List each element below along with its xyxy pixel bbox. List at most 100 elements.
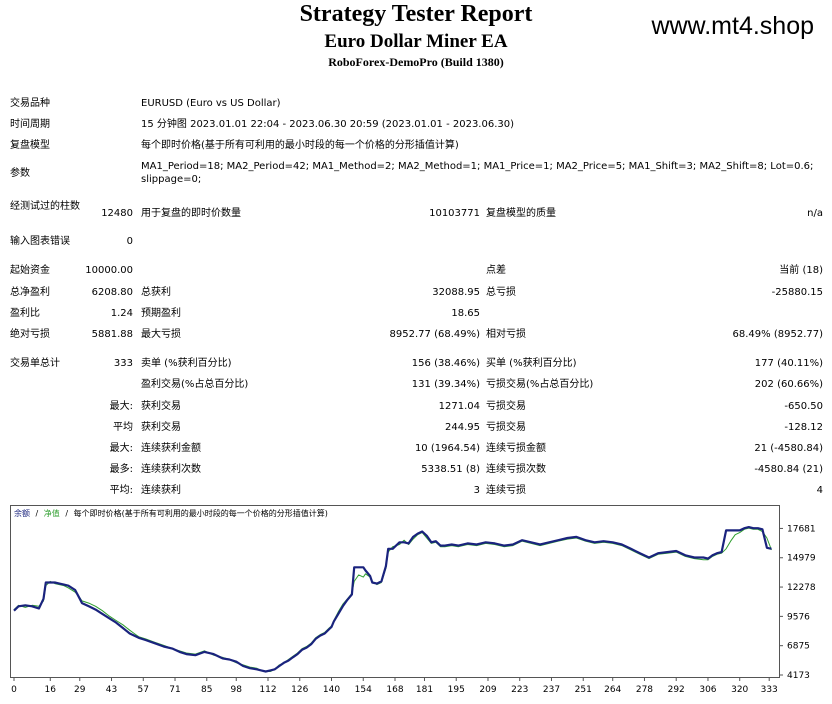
avg-consec-prefix: 平均: xyxy=(109,485,133,496)
x-tick-label: 0 xyxy=(11,685,17,695)
largest-prefix: 最大: xyxy=(109,401,133,412)
x-tick-label: 168 xyxy=(386,685,403,695)
net-profit-value: 6208.80 xyxy=(91,287,133,298)
deposit-value: 10000.00 xyxy=(85,265,133,276)
broker-build: RoboForex-DemoPro (Build 1380) xyxy=(328,55,504,69)
short-trades-value: 156 (38.46%) xyxy=(411,358,480,369)
win-trades-value: 131 (39.34%) xyxy=(411,379,480,390)
x-tick-label: 209 xyxy=(479,685,496,695)
report-title: Strategy Tester Report xyxy=(299,1,533,27)
total-trades-value: 333 xyxy=(113,358,133,369)
avg-consec-loss-label: 连续亏损 xyxy=(486,485,526,496)
win-trades-label: 盈利交易(%占总百分比) xyxy=(141,379,249,390)
x-tick-label: 71 xyxy=(169,685,180,695)
largest-win-value: 1271.04 xyxy=(438,401,480,412)
long-trades-label: 买单 (%获利百分比) xyxy=(486,358,577,369)
average-win-value: 244.95 xyxy=(445,422,480,433)
site-watermark: www.mt4.shop xyxy=(651,12,814,40)
balance-chart: 余额 / 净值 / 每个即时价格(基于所有可利用的最小时段的每一个价格的分形插值… xyxy=(10,505,824,695)
period-value: 15 分钟图 2023.01.01 22:04 - 2023.06.30 20:… xyxy=(141,119,515,130)
avg-consec-win-value: 3 xyxy=(473,485,480,496)
profit-factor-value: 1.24 xyxy=(110,308,133,319)
expected-payoff-value: 18.65 xyxy=(451,308,480,319)
x-tick-label: 195 xyxy=(448,685,465,695)
max-consec-win-value: 10 (1964.54) xyxy=(414,443,480,454)
largest-loss-label: 亏损交易 xyxy=(486,401,526,412)
x-tick-label: 292 xyxy=(668,685,685,695)
x-tick-label: 264 xyxy=(604,685,621,695)
total-trades-label: 交易单总计 xyxy=(10,358,60,369)
x-tick-label: 306 xyxy=(699,685,716,695)
net-profit-label: 总净盈利 xyxy=(10,287,50,298)
avg-consec-loss-value: 4 xyxy=(816,485,823,496)
x-tick-label: 112 xyxy=(259,685,276,695)
x-tick-label: 57 xyxy=(138,685,149,695)
legend-text: 余额 / 净值 / 每个即时价格(基于所有可利用的最小时段的每一个价格的分形插值… xyxy=(14,508,328,518)
symbol-value: EURUSD (Euro vs US Dollar) xyxy=(141,98,281,109)
bars-value: 12480 xyxy=(101,208,133,219)
y-tick-label: 17681 xyxy=(787,524,816,534)
x-tick-label: 126 xyxy=(291,685,308,695)
legend-model: 每个即时价格(基于所有可利用的最小时段的每一个价格的分形插值计算) xyxy=(74,508,328,518)
bars-label: 经测试过的柱数 xyxy=(10,201,80,212)
ticks-value: 10103771 xyxy=(429,208,480,219)
rel-drawdown-value: 68.49% (8952.77) xyxy=(732,329,823,340)
gross-loss-label: 总亏损 xyxy=(486,287,516,298)
max-consec-loss-count-label: 连续亏损次数 xyxy=(486,464,546,475)
balance-chart-svg: 余额 / 净值 / 每个即时价格(基于所有可利用的最小时段的每一个价格的分形插值… xyxy=(10,505,816,695)
errors-value: 0 xyxy=(126,236,133,247)
y-tick-label: 14979 xyxy=(787,554,816,564)
long-trades-value: 177 (40.11%) xyxy=(754,358,823,369)
expected-payoff-label: 预期盈利 xyxy=(141,308,181,319)
max-consec-profit-value: 5338.51 (8) xyxy=(421,464,480,475)
x-tick-label: 237 xyxy=(543,685,560,695)
max-consec-loss-count-value: -4580.84 (21) xyxy=(754,464,823,475)
gross-profit-label: 总获利 xyxy=(141,287,171,298)
max-drawdown-label: 最大亏损 xyxy=(141,329,181,340)
max-drawdown-value: 8952.77 (68.49%) xyxy=(389,329,480,340)
max-consec-loss-value: 21 (-4580.84) xyxy=(754,443,823,454)
errors-label: 输入图表错误 xyxy=(10,236,70,247)
max-consec-prefix: 最大: xyxy=(109,443,133,454)
period-label: 时间周期 xyxy=(10,119,50,130)
x-tick-label: 43 xyxy=(106,685,117,695)
model-value: 每个即时价格(基于所有可利用的最小时段的每一个价格的分形插值计算) xyxy=(141,140,459,151)
y-tick-label: 6875 xyxy=(787,642,810,652)
spread-value: 当前 (18) xyxy=(779,265,823,276)
deposit-label: 起始资金 xyxy=(10,265,50,276)
x-tick-label: 251 xyxy=(575,685,592,695)
symbol-label: 交易品种 xyxy=(10,98,50,109)
average-win-label: 获利交易 xyxy=(141,422,181,433)
params-value: MA1_Period=18; MA2_Period=42; MA1_Method… xyxy=(141,161,814,185)
largest-win-label: 获利交易 xyxy=(141,401,181,412)
short-trades-label: 卖单 (%获利百分比) xyxy=(141,358,232,369)
x-tick-label: 278 xyxy=(636,685,653,695)
spread-label: 点差 xyxy=(486,265,506,276)
params-label: 参数 xyxy=(10,168,30,179)
abs-drawdown-value: 5881.88 xyxy=(91,329,133,340)
x-tick-label: 320 xyxy=(731,685,748,695)
plot-frame xyxy=(10,505,780,678)
x-tick-label: 85 xyxy=(201,685,212,695)
x-tick-label: 98 xyxy=(231,685,243,695)
average-prefix: 平均 xyxy=(113,422,133,433)
legend-sep-2: / xyxy=(65,509,68,518)
abs-drawdown-label: 绝对亏损 xyxy=(10,329,50,340)
x-tick-label: 29 xyxy=(74,685,86,695)
average-loss-value: -128.12 xyxy=(784,422,823,433)
legend-sep-1: / xyxy=(36,509,39,518)
profit-factor-label: 盈利比 xyxy=(10,308,40,319)
quality-label: 复盘模型的质量 xyxy=(486,208,556,219)
rel-drawdown-label: 相对亏损 xyxy=(486,329,526,340)
quality-value: n/a xyxy=(807,208,823,219)
y-tick-label: 12278 xyxy=(787,583,816,593)
legend-equity: 净值 xyxy=(44,508,60,518)
loss-trades-value: 202 (60.66%) xyxy=(754,379,823,390)
gross-loss-value: -25880.15 xyxy=(771,287,823,298)
ea-name: Euro Dollar Miner EA xyxy=(324,31,508,52)
average-loss-label: 亏损交易 xyxy=(486,422,526,433)
legend-balance: 余额 xyxy=(14,508,30,518)
max-consec-profit-label: 连续获利次数 xyxy=(141,464,201,475)
y-tick-label: 9576 xyxy=(787,612,810,622)
max-consec-profit-prefix: 最多: xyxy=(109,464,133,475)
